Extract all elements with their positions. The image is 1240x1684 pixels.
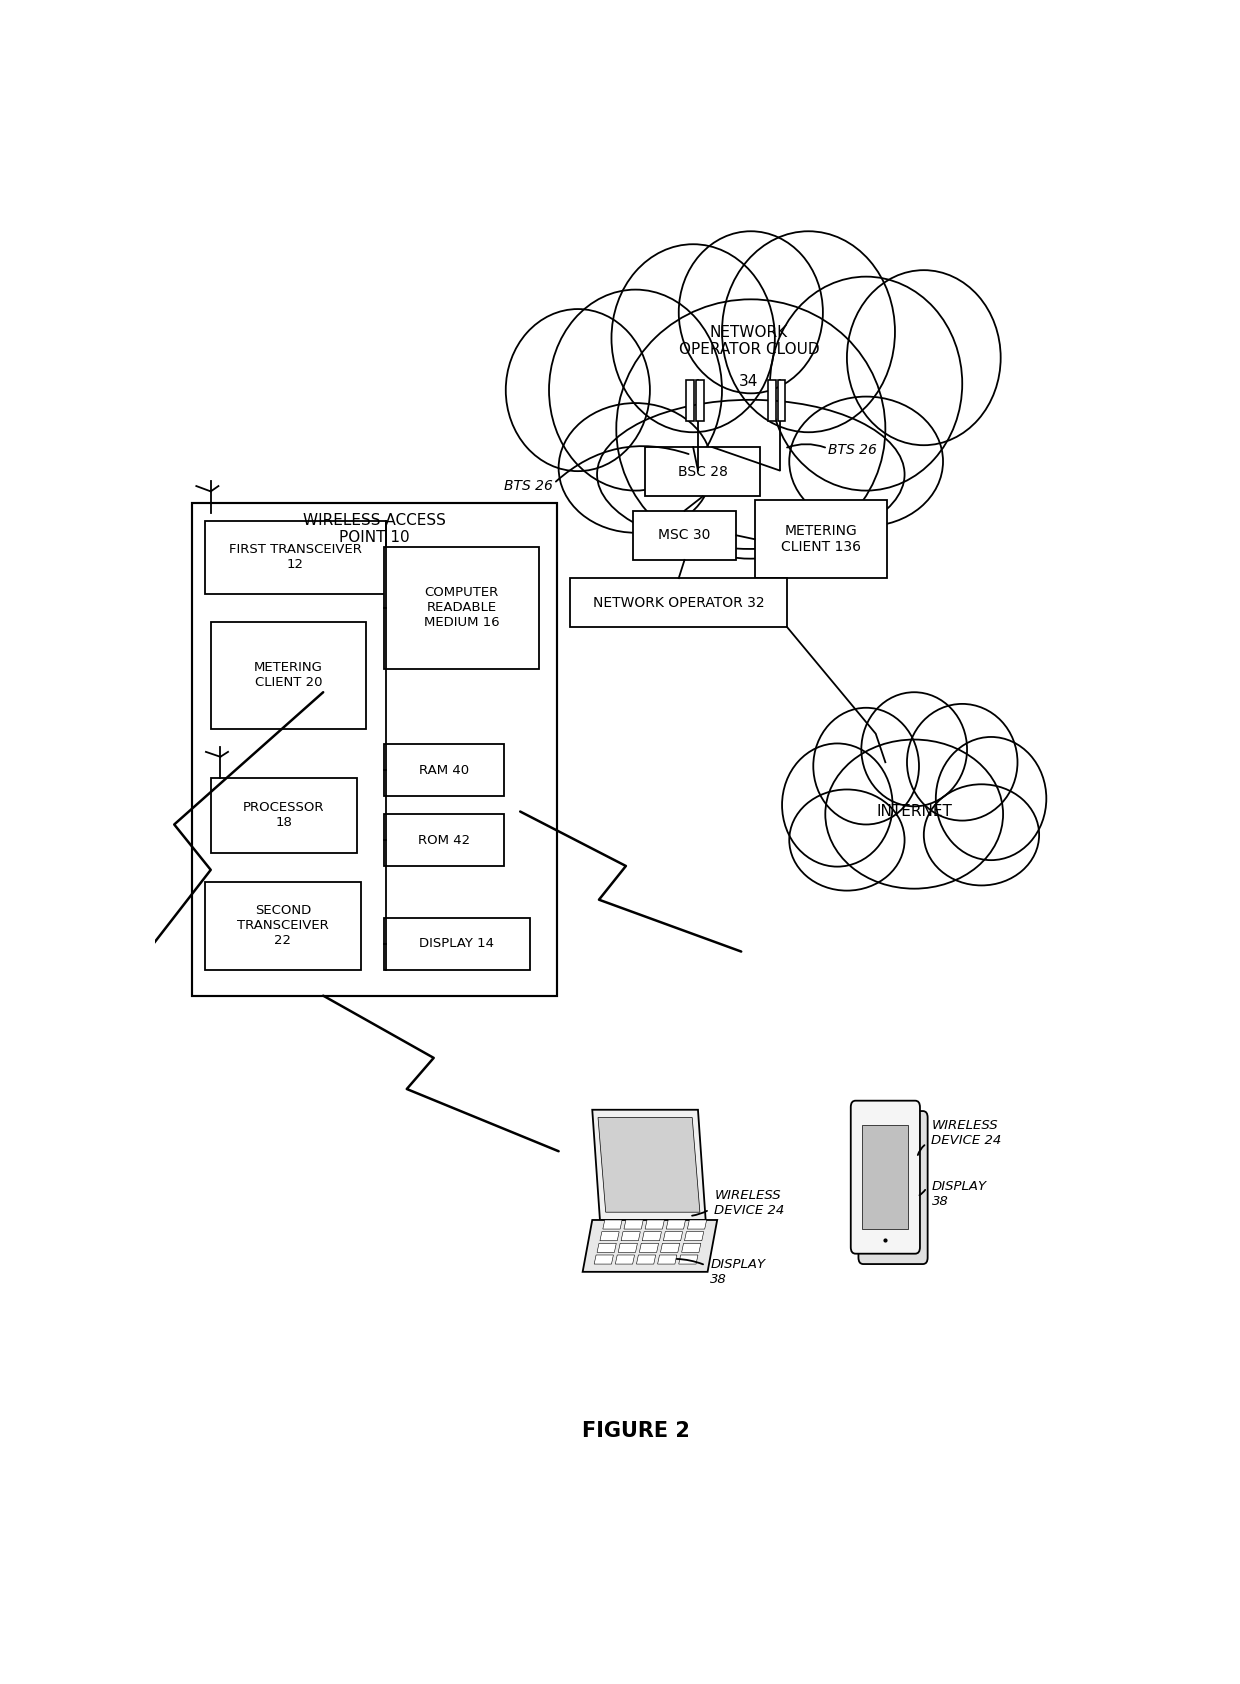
Text: WIRELESS
DEVICE 24: WIRELESS DEVICE 24 (714, 1189, 785, 1218)
Polygon shape (621, 1231, 640, 1241)
Ellipse shape (789, 396, 942, 525)
Text: DISPLAY 14: DISPLAY 14 (419, 938, 495, 950)
Polygon shape (666, 1219, 686, 1229)
Polygon shape (596, 1243, 616, 1253)
Ellipse shape (558, 402, 712, 532)
Polygon shape (645, 1219, 665, 1229)
FancyBboxPatch shape (205, 520, 386, 594)
FancyBboxPatch shape (645, 448, 760, 497)
Text: METERING
CLIENT 136: METERING CLIENT 136 (781, 524, 861, 554)
Polygon shape (615, 1255, 635, 1265)
FancyBboxPatch shape (383, 547, 539, 669)
FancyBboxPatch shape (862, 1125, 909, 1229)
Polygon shape (657, 1255, 677, 1265)
Text: SECOND
TRANSCEIVER
22: SECOND TRANSCEIVER 22 (237, 904, 329, 946)
Polygon shape (603, 1219, 622, 1229)
FancyBboxPatch shape (755, 500, 888, 578)
Ellipse shape (862, 692, 967, 807)
FancyBboxPatch shape (211, 621, 367, 729)
Ellipse shape (789, 790, 904, 891)
Ellipse shape (549, 290, 722, 490)
Ellipse shape (813, 707, 919, 825)
Ellipse shape (847, 269, 1001, 445)
Text: BTS 26: BTS 26 (503, 478, 553, 493)
Polygon shape (594, 1255, 614, 1265)
Ellipse shape (596, 399, 905, 549)
FancyBboxPatch shape (687, 379, 694, 421)
Polygon shape (636, 1255, 656, 1265)
Ellipse shape (906, 704, 1018, 820)
Text: DISPLAY
38: DISPLAY 38 (711, 1258, 765, 1287)
Text: PROCESSOR
18: PROCESSOR 18 (243, 802, 325, 830)
Ellipse shape (826, 739, 1003, 889)
FancyBboxPatch shape (383, 744, 503, 797)
Ellipse shape (936, 738, 1047, 861)
Text: ROM 42: ROM 42 (418, 834, 470, 847)
FancyBboxPatch shape (858, 1111, 928, 1265)
Polygon shape (687, 1219, 707, 1229)
Ellipse shape (722, 231, 895, 433)
Text: WIRELESS ACCESS
POINT 10: WIRELESS ACCESS POINT 10 (303, 512, 445, 546)
Ellipse shape (924, 785, 1039, 886)
FancyBboxPatch shape (205, 881, 361, 970)
Text: COMPUTER
READABLE
MEDIUM 16: COMPUTER READABLE MEDIUM 16 (424, 586, 500, 630)
Ellipse shape (782, 743, 893, 867)
Text: BSC 28: BSC 28 (678, 465, 728, 478)
Ellipse shape (616, 300, 885, 559)
Polygon shape (682, 1243, 701, 1253)
FancyBboxPatch shape (768, 379, 776, 421)
Polygon shape (684, 1231, 704, 1241)
FancyBboxPatch shape (383, 813, 503, 866)
Polygon shape (640, 1243, 658, 1253)
FancyBboxPatch shape (777, 379, 785, 421)
Polygon shape (619, 1243, 637, 1253)
Polygon shape (593, 1110, 706, 1219)
Polygon shape (642, 1231, 661, 1241)
Ellipse shape (506, 310, 650, 472)
Ellipse shape (611, 244, 775, 433)
Polygon shape (624, 1219, 644, 1229)
Polygon shape (598, 1118, 699, 1212)
FancyBboxPatch shape (632, 510, 737, 561)
Polygon shape (661, 1243, 680, 1253)
Ellipse shape (678, 231, 823, 394)
FancyBboxPatch shape (851, 1101, 920, 1253)
Text: FIGURE 2: FIGURE 2 (582, 1421, 689, 1442)
Text: INTERNET: INTERNET (877, 803, 952, 818)
Ellipse shape (770, 276, 962, 490)
FancyBboxPatch shape (211, 778, 357, 854)
Text: NETWORK OPERATOR 32: NETWORK OPERATOR 32 (593, 596, 765, 610)
Text: NETWORK
OPERATOR CLOUD: NETWORK OPERATOR CLOUD (678, 325, 820, 357)
Text: FIRST TRANSCEIVER
12: FIRST TRANSCEIVER 12 (229, 544, 362, 571)
FancyBboxPatch shape (383, 918, 529, 970)
Text: RAM 40: RAM 40 (419, 763, 469, 776)
Polygon shape (678, 1255, 698, 1265)
Text: DISPLAY
38: DISPLAY 38 (931, 1180, 987, 1207)
Text: MSC 30: MSC 30 (658, 529, 711, 542)
FancyBboxPatch shape (191, 504, 557, 995)
Polygon shape (600, 1231, 619, 1241)
Text: 34: 34 (739, 374, 759, 389)
FancyBboxPatch shape (570, 578, 787, 628)
Text: BTS 26: BTS 26 (828, 443, 877, 456)
FancyBboxPatch shape (696, 379, 704, 421)
Text: WIRELESS
DEVICE 24: WIRELESS DEVICE 24 (931, 1120, 1002, 1147)
Polygon shape (663, 1231, 682, 1241)
Polygon shape (583, 1219, 717, 1271)
Text: METERING
CLIENT 20: METERING CLIENT 20 (254, 662, 322, 689)
